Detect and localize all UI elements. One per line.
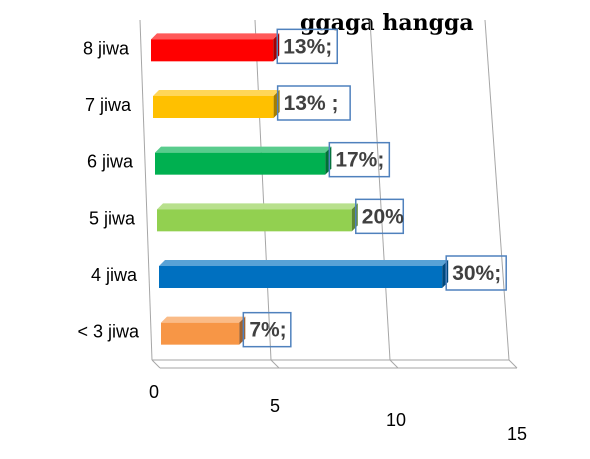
floor-line-15 bbox=[508, 359, 518, 369]
x-tick-labels-group: 0 5 10 15 bbox=[149, 382, 527, 444]
data-label-4: 17%; bbox=[328, 141, 391, 178]
data-label-text: 17%; bbox=[335, 149, 384, 172]
bar-front-face bbox=[153, 96, 274, 118]
floor-line-0 bbox=[151, 359, 161, 369]
chart-title: ggaga hangga bbox=[300, 10, 474, 36]
bar-front-face bbox=[151, 39, 274, 62]
data-label-text: 13% ; bbox=[284, 92, 339, 115]
bar-top-face bbox=[151, 33, 280, 40]
bar-top-face bbox=[155, 146, 332, 153]
bar-top-face bbox=[159, 260, 449, 266]
data-label-text: 20% bbox=[362, 205, 404, 228]
bar-top-face bbox=[153, 90, 280, 96]
data-label-box bbox=[242, 311, 292, 348]
bar-front-face bbox=[155, 152, 326, 175]
bar-front-face bbox=[157, 209, 352, 232]
bar-3 bbox=[157, 203, 358, 232]
floor-line-5 bbox=[270, 359, 280, 369]
gridline-15 bbox=[484, 19, 510, 361]
bar-top-face bbox=[157, 203, 358, 210]
x-tick-label-10: 10 bbox=[386, 410, 406, 430]
bar-4 bbox=[155, 146, 332, 175]
bar-2 bbox=[159, 260, 449, 288]
data-label-6: 13%; bbox=[276, 28, 339, 65]
bar-front-face bbox=[161, 322, 240, 345]
gridline-0 bbox=[139, 19, 153, 361]
bar-5 bbox=[153, 90, 280, 118]
bar-front-face bbox=[159, 266, 443, 288]
category-label-3: 5 jiwa bbox=[89, 208, 136, 228]
data-label-text: 13%; bbox=[283, 35, 332, 58]
data-label-3: 20% bbox=[355, 198, 405, 235]
gridline-5 bbox=[254, 19, 272, 361]
bars-group bbox=[151, 33, 449, 345]
category-label-2: 4 jiwa bbox=[91, 265, 138, 285]
category-label-5: 7 jiwa bbox=[85, 95, 132, 115]
x-tick-label-0: 0 bbox=[149, 382, 159, 402]
gridline-10 bbox=[369, 19, 391, 361]
data-label-2: 30%; bbox=[445, 255, 507, 291]
bar-6 bbox=[151, 33, 280, 62]
x-tick-label-15: 15 bbox=[507, 424, 527, 444]
data-label-box bbox=[328, 141, 391, 178]
data-label-box bbox=[445, 255, 507, 291]
data-label-box bbox=[276, 85, 351, 121]
data-labels-group: 7%; 30%; 20% 17%; 13% ; 13%; bbox=[242, 28, 507, 348]
data-label-box bbox=[276, 28, 339, 65]
data-label-5: 13% ; bbox=[276, 85, 351, 121]
category-label-4: 6 jiwa bbox=[87, 152, 134, 172]
category-label-1: < 3 jiwa bbox=[77, 322, 140, 342]
data-label-text: 7%; bbox=[249, 319, 286, 342]
bar-1 bbox=[161, 316, 246, 345]
x-tick-label-5: 5 bbox=[270, 396, 280, 416]
floor-line-10 bbox=[389, 359, 399, 369]
data-label-1: 7%; bbox=[242, 311, 292, 348]
bar-top-face bbox=[161, 316, 246, 323]
category-labels-group: < 3 jiwa 4 jiwa 5 jiwa 6 jiwa 7 jiwa 8 jiwa bbox=[77, 38, 140, 341]
data-label-text: 30%; bbox=[452, 262, 501, 285]
category-label-6: 8 jiwa bbox=[83, 38, 130, 58]
data-label-box bbox=[355, 198, 405, 235]
grid-lines bbox=[139, 19, 518, 369]
